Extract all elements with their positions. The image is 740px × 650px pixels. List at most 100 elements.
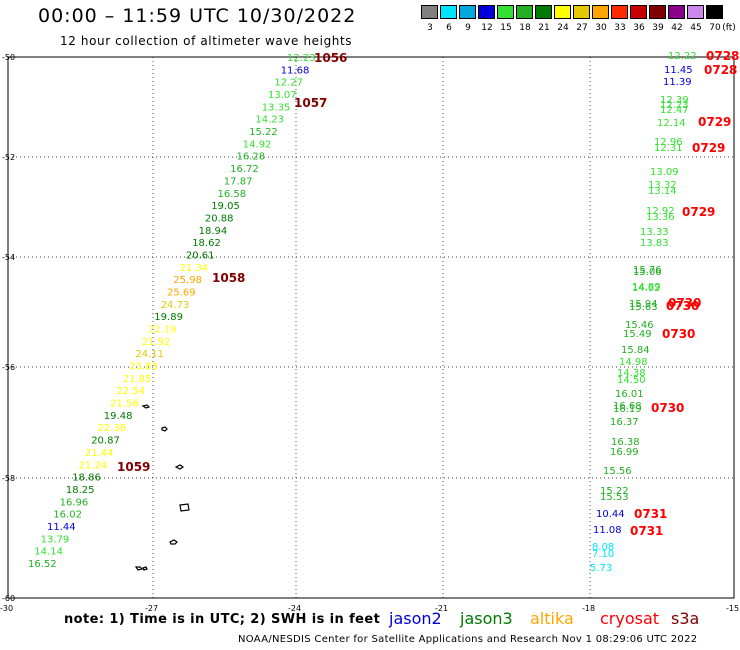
swh-value: 14.38 bbox=[617, 368, 646, 379]
swh-value: 16.72 bbox=[230, 164, 259, 175]
lon-tick-label: -24 bbox=[288, 604, 301, 613]
swh-value: 22.38 bbox=[98, 423, 127, 434]
swh-value: 18.86 bbox=[72, 473, 101, 484]
colorbar-swatch bbox=[592, 5, 609, 19]
colorbar-swatch bbox=[630, 5, 647, 19]
swh-value: 11.45 bbox=[664, 65, 693, 76]
swh-value: 21.85 bbox=[123, 374, 152, 385]
colorbar-label: 33 bbox=[614, 23, 626, 33]
swh-value: 25.98 bbox=[173, 275, 202, 286]
swh-value: 20.88 bbox=[205, 213, 234, 224]
colorbar-swatch bbox=[668, 5, 685, 19]
map-frame bbox=[7, 56, 735, 599]
island-outlines bbox=[134, 404, 190, 571]
swh-value: 25.69 bbox=[167, 288, 196, 299]
swh-value: 15.22 bbox=[600, 486, 629, 497]
axis-tick-labels: -50 -52 -54 -56 -58 -60-30 -27 -24 -21 -18 -15 bbox=[0, 53, 739, 613]
colorbar-label: 70 bbox=[709, 23, 721, 33]
lon-tick-label: -21 bbox=[435, 604, 448, 613]
colorbar-swatch bbox=[554, 5, 571, 19]
island-outline bbox=[161, 426, 168, 432]
colorbar-swatch bbox=[611, 5, 628, 19]
swh-value: 21.34 bbox=[180, 263, 209, 274]
swh-value: 23.83 bbox=[129, 362, 158, 373]
lat-tick-label: -58 bbox=[2, 474, 15, 483]
colorbar-swatch bbox=[497, 5, 514, 19]
swh-value: 11.68 bbox=[281, 65, 310, 76]
swh-value: 13.36 bbox=[646, 212, 675, 223]
swh-value: 13.83 bbox=[640, 238, 669, 249]
swh-value: 18.62 bbox=[192, 238, 221, 249]
lon-tick-label: -18 bbox=[582, 604, 595, 613]
colorbar-swatch bbox=[421, 5, 438, 19]
swh-value: 7.10 bbox=[592, 549, 614, 560]
swh-value: 16.19 bbox=[613, 404, 642, 415]
swh-value: 15.53 bbox=[600, 492, 629, 503]
swh-value: 15.22 bbox=[249, 127, 278, 138]
pass-time-label: 1058 bbox=[212, 271, 245, 285]
colorbar-swatch bbox=[573, 5, 590, 19]
colorbar-label: 18 bbox=[519, 23, 531, 33]
swh-value: 20.87 bbox=[91, 436, 120, 447]
pass-time-label: 1056 bbox=[314, 51, 347, 65]
island-outline bbox=[141, 404, 151, 409]
swh-value: 15.84 bbox=[621, 345, 650, 356]
swh-value: 15.56 bbox=[603, 466, 632, 477]
colorbar-label: 27 bbox=[576, 23, 588, 33]
swh-value: 12.92 bbox=[646, 206, 675, 217]
swh-value: 16.01 bbox=[615, 389, 644, 400]
swh-value: 18.25 bbox=[66, 485, 95, 496]
pass-time-label: 0730 bbox=[666, 299, 699, 313]
swh-value: 11.39 bbox=[663, 77, 692, 88]
colorbar-swatch bbox=[478, 5, 495, 19]
swh-value: 15.63 bbox=[629, 302, 658, 313]
swh-value: 12.22 bbox=[668, 51, 697, 62]
island-outline bbox=[134, 566, 144, 571]
pass-time-label: 1057 bbox=[294, 96, 327, 110]
pass-time-label: 0728 bbox=[706, 49, 739, 63]
colorbar-label: 42 bbox=[671, 23, 683, 33]
lon-tick-label: -30 bbox=[0, 604, 13, 613]
pass-time-label: 0731 bbox=[630, 524, 663, 538]
swh-value: 12.31 bbox=[654, 143, 683, 154]
lat-tick-label: -50 bbox=[2, 53, 15, 62]
swh-value: 14.14 bbox=[34, 547, 63, 558]
lon-tick-label: -27 bbox=[145, 604, 158, 613]
island-outline bbox=[142, 566, 148, 571]
swh-value: 12.27 bbox=[274, 78, 303, 89]
lat-tick-label: -60 bbox=[2, 594, 15, 603]
swh-value: 12.14 bbox=[657, 118, 686, 129]
pass-time-label: 0730 bbox=[662, 327, 695, 341]
colorbar-swatch bbox=[516, 5, 533, 19]
swh-value: 15.94 bbox=[629, 299, 658, 310]
colorbar-swatch bbox=[535, 5, 552, 19]
swh-value: 14.98 bbox=[619, 357, 648, 368]
swh-value: 12.47 bbox=[660, 105, 689, 116]
swh-value: 17.87 bbox=[224, 176, 253, 187]
map-border bbox=[7, 56, 735, 599]
swh-value: 13.32 bbox=[648, 180, 677, 191]
swh-value: 13.79 bbox=[41, 534, 70, 545]
swh-value: 16.52 bbox=[28, 559, 57, 570]
lat-tick-label: -52 bbox=[2, 153, 15, 162]
swh-value: 8.08 bbox=[592, 542, 614, 553]
pass-time-label: 0730 bbox=[668, 296, 701, 310]
colorbar-label: 45 bbox=[690, 23, 702, 33]
swh-value: 5.73 bbox=[590, 563, 612, 574]
colorbar-label: 15 bbox=[500, 23, 512, 33]
swh-value: 14.23 bbox=[255, 115, 284, 126]
colorbar-swatch bbox=[459, 5, 476, 19]
colorbar-swatch bbox=[649, 5, 666, 19]
colorbar-label: 9 bbox=[465, 23, 471, 33]
swh-value: 16.37 bbox=[610, 417, 639, 428]
swh-value: 12.96 bbox=[654, 137, 683, 148]
swh-value: 10.44 bbox=[596, 509, 625, 520]
swh-value: 24.11 bbox=[135, 349, 164, 360]
lat-tick-label: -54 bbox=[2, 253, 15, 262]
colorbar-label: 21 bbox=[538, 23, 550, 33]
swh-value: 16.28 bbox=[237, 152, 266, 163]
swh-value: 15.06 bbox=[633, 267, 662, 278]
swh-value: 22.19 bbox=[148, 325, 177, 336]
